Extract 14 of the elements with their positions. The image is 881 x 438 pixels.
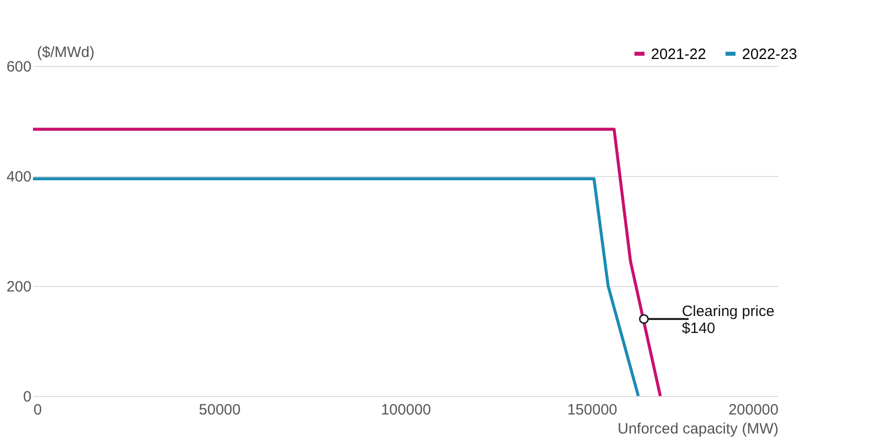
- x-tick-label: 150000: [567, 402, 618, 418]
- legend-label: 2022-23: [742, 46, 798, 63]
- y-tick-label: 400: [6, 168, 32, 186]
- x-tick-label: 100000: [380, 402, 432, 418]
- x-tick-label: 200000: [728, 402, 778, 418]
- x-tick-label: 50000: [198, 402, 241, 418]
- y-tick-label: 0: [23, 388, 32, 406]
- y-tick-label: 600: [6, 58, 32, 76]
- legend-label: 2021-22: [651, 46, 706, 63]
- y-axis-title: ($/MWd): [37, 44, 94, 61]
- annotation: Clearing price $140: [682, 303, 774, 337]
- x-tick-label: 0: [34, 402, 42, 418]
- x-axis-title: Unforced capacity (MW): [618, 420, 778, 438]
- y-tick-label: 200: [6, 278, 32, 296]
